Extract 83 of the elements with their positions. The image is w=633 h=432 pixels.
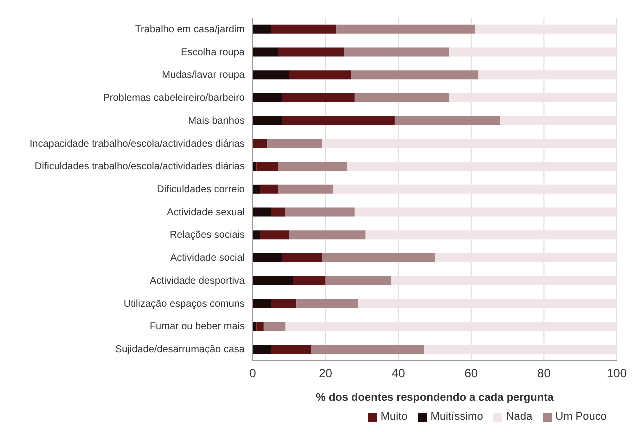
bar <box>253 254 282 263</box>
bar <box>271 24 337 34</box>
bar <box>253 48 278 57</box>
bar <box>256 322 264 332</box>
y-tick-label: Actividade sexual <box>167 207 245 218</box>
bar <box>424 344 617 354</box>
y-tick-label: Actividade social <box>170 253 245 264</box>
legend-label: Muitíssimo <box>430 411 484 423</box>
bar <box>435 254 617 263</box>
bar <box>394 116 501 126</box>
y-tick-label: Problemas cabeleireiro/barbeiro <box>103 93 246 104</box>
bar <box>253 24 272 34</box>
bar <box>278 162 348 172</box>
x-tick-label: 60 <box>464 366 478 381</box>
bar <box>354 93 450 102</box>
y-tick-label: Relações sociais <box>170 230 245 242</box>
y-tick-label: Escolha roupa <box>181 47 246 58</box>
bar <box>391 276 617 286</box>
bar <box>253 208 272 217</box>
legend-label: Um Pouco <box>556 411 607 423</box>
bar <box>253 230 260 240</box>
bar <box>253 184 260 194</box>
bar <box>333 184 617 194</box>
bar <box>278 184 334 194</box>
x-tick-label: 0 <box>250 366 257 381</box>
bar <box>348 162 617 172</box>
bar <box>282 254 322 263</box>
bar <box>311 344 424 354</box>
bar <box>450 93 617 102</box>
y-tick-label: Dificuldades trabalho/escola/actividades diárias <box>34 162 245 173</box>
bar <box>289 230 366 240</box>
bar <box>271 208 286 217</box>
bar <box>289 70 352 80</box>
bar <box>264 322 286 332</box>
bar <box>253 344 272 354</box>
bar <box>344 48 450 57</box>
bar <box>256 162 278 172</box>
x-tick-label: 40 <box>392 366 406 381</box>
bar <box>286 208 355 217</box>
y-tick-label: Fumar ou beber mais <box>150 322 245 333</box>
bar <box>326 276 392 286</box>
bar <box>271 299 297 308</box>
bar <box>278 48 344 57</box>
bar <box>354 208 617 217</box>
bar <box>322 139 617 148</box>
bar <box>253 70 290 80</box>
legend-label: Nada <box>506 411 533 423</box>
bar <box>282 116 395 126</box>
bar <box>260 184 278 194</box>
y-tick-label: Actividade desportiva <box>150 276 246 287</box>
bar <box>500 116 617 126</box>
y-tick-label: Incapacidade trabalho/escola/actividades diárias <box>30 138 245 150</box>
x-axis-title: % dos doentes respondendo a cada pergunta <box>316 392 555 404</box>
bar <box>478 70 617 80</box>
bar <box>271 344 312 354</box>
bar <box>351 70 479 80</box>
bar <box>358 299 617 308</box>
x-tick-label: 20 <box>319 366 333 381</box>
y-tick-label: Trabalho em casa/jardim <box>135 24 245 36</box>
bar <box>253 276 294 286</box>
bar <box>475 24 617 34</box>
y-tick-label: Utilização espaços comuns <box>124 298 245 310</box>
y-tick-label: Mais banhos <box>188 116 245 127</box>
bar <box>336 24 476 34</box>
bar <box>253 116 282 126</box>
bar <box>296 299 359 308</box>
bar <box>450 48 617 57</box>
bar <box>260 230 290 240</box>
bar <box>293 276 326 286</box>
x-tick-label: 80 <box>538 366 552 381</box>
x-tick-label: 100 <box>606 366 628 381</box>
legend-label: Muito <box>380 411 408 423</box>
bar <box>322 254 435 263</box>
bar <box>253 299 272 308</box>
bar <box>253 139 268 148</box>
y-tick-label: Sujidade/desarrumação casa <box>115 344 246 356</box>
bar <box>366 230 617 240</box>
bar <box>286 322 617 332</box>
y-tick-label: Mudas/lavar roupa <box>162 70 246 82</box>
bar <box>282 93 355 102</box>
bar <box>268 139 322 148</box>
bar <box>253 93 282 102</box>
y-tick-label: Dificuldades correio <box>157 184 246 196</box>
